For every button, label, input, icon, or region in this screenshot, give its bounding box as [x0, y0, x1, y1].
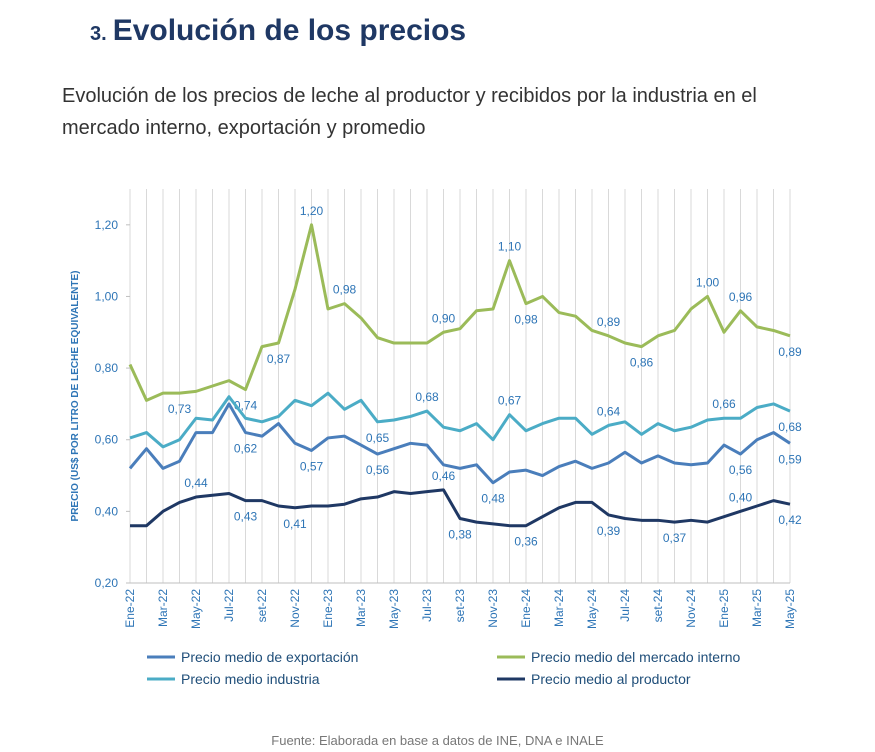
x-tick-label: Mar-25: [750, 589, 764, 627]
x-tick-label: Jul-23: [420, 589, 434, 622]
data-label: 0,41: [283, 517, 307, 531]
data-label: 0,87: [267, 352, 291, 366]
series-line: [128, 402, 791, 485]
data-label: 1,20: [300, 204, 324, 218]
x-tick-label: Mar-24: [552, 589, 566, 627]
x-tick-label: Ene-25: [717, 589, 731, 628]
y-tick-label: 0,80: [95, 361, 119, 375]
data-label: 0,89: [597, 315, 621, 329]
x-tick-label: May-23: [387, 589, 401, 629]
legend-label: Precio medio al productor: [531, 671, 691, 687]
data-label: 0,96: [729, 290, 753, 304]
x-tick-label: Nov-24: [684, 589, 698, 628]
data-label: 0,86: [630, 356, 654, 370]
data-label: 0,89: [778, 345, 802, 359]
data-label: 0,43: [234, 510, 258, 524]
data-label: 0,57: [300, 459, 324, 473]
series-line: [128, 223, 791, 402]
y-tick-label: 0,60: [95, 433, 119, 447]
x-tick-label: May-22: [189, 589, 203, 629]
series-line: [130, 488, 791, 528]
x-tick-label: Mar-22: [156, 589, 170, 627]
y-tick-label: 0,40: [95, 504, 119, 518]
legend-label: Precio medio industria: [181, 671, 320, 687]
x-tick-label: May-25: [783, 589, 797, 629]
series-line: [129, 391, 791, 449]
data-label: 0,62: [234, 442, 258, 456]
x-tick-label: Jul-22: [222, 589, 236, 622]
x-tick-label: May-24: [585, 589, 599, 629]
y-tick-label: 1,00: [95, 289, 119, 303]
data-label: 0,68: [415, 390, 439, 404]
data-label: 0,66: [712, 397, 736, 411]
x-tick-label: Nov-23: [486, 589, 500, 628]
data-label: 0,73: [168, 402, 192, 416]
data-label: 0,67: [498, 394, 522, 408]
data-label: 0,46: [432, 469, 456, 483]
data-label: 0,64: [597, 404, 621, 418]
x-tick-label: set-24: [651, 589, 665, 623]
x-tick-label: Ene-24: [519, 589, 533, 628]
data-label: 0,40: [729, 490, 753, 504]
data-label: 0,65: [366, 431, 390, 445]
heading: 3. Evolución de los precios: [90, 14, 466, 48]
data-label: 1,10: [498, 240, 522, 254]
data-label: 0,98: [333, 283, 357, 297]
y-tick-label: 1,20: [95, 218, 119, 232]
section-number: 3.: [90, 23, 107, 45]
x-tick-label: Jul-24: [618, 589, 632, 622]
data-label: 1,00: [696, 275, 720, 289]
x-tick-label: Ene-22: [123, 589, 137, 628]
x-tick-label: Mar-23: [354, 589, 368, 627]
x-tick-label: set-22: [255, 589, 269, 623]
data-label: 0,56: [729, 463, 753, 477]
data-label: 0,37: [663, 531, 687, 545]
data-label: 0,42: [778, 513, 802, 527]
data-label: 0,68: [778, 420, 802, 434]
x-tick-label: Nov-22: [288, 589, 302, 628]
y-axis-label: PRECIO (US$ POR LITRO DE LECHE EQUIVALEN…: [70, 271, 81, 522]
legend-label: Precio medio de exportación: [181, 649, 358, 665]
x-tick-label: set-23: [453, 589, 467, 623]
data-label: 0,98: [514, 313, 538, 327]
legend-label: Precio medio del mercado interno: [531, 649, 741, 665]
x-tick-label: Ene-23: [321, 589, 335, 628]
section-title: Evolución de los precios: [112, 14, 467, 47]
data-label: 0,38: [448, 528, 472, 542]
data-label: 0,59: [778, 452, 802, 466]
data-label: 0,90: [432, 311, 456, 325]
data-label: 0,44: [184, 476, 208, 490]
data-label: 0,36: [514, 535, 538, 549]
subtitle: Evolución de los precios de leche al pro…: [62, 85, 757, 139]
data-label: 0,39: [597, 524, 621, 538]
y-tick-label: 0,20: [95, 576, 119, 590]
source: Fuente: Elaborada en base a datos de INE…: [271, 733, 604, 748]
data-label: 0,48: [481, 492, 505, 506]
data-label: 0,56: [366, 463, 390, 477]
